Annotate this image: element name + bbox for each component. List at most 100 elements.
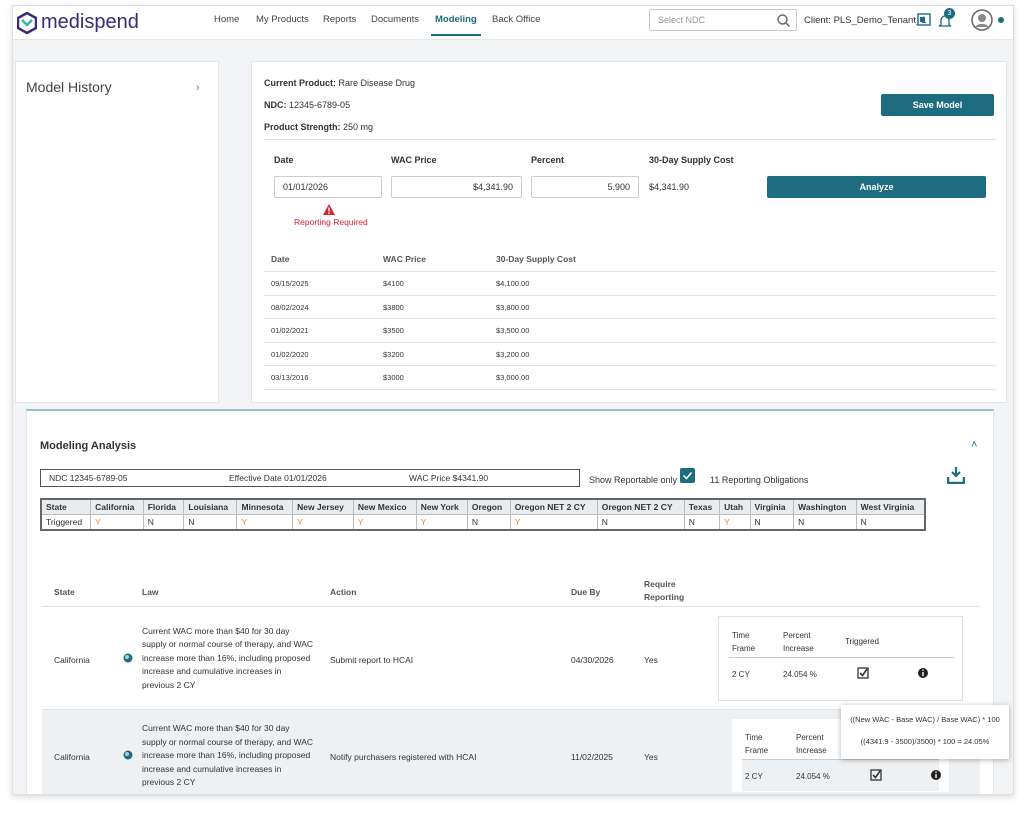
input-field[interactable]: 5.900	[531, 176, 639, 198]
input-field[interactable]: 01/01/2026	[274, 176, 382, 198]
nav-link[interactable]: Home	[214, 14, 240, 25]
state-name: New Mexico	[352, 498, 417, 515]
summary-value: $4341.90	[452, 473, 489, 483]
triggered-flag: N	[793, 514, 857, 531]
product-field: Product Strength: 250 mg	[264, 122, 373, 132]
info-globe[interactable]	[123, 653, 133, 663]
save-model-button[interactable]: Save Model	[881, 94, 994, 116]
states-table: State California Florida Louisiana Minnesota…	[40, 498, 926, 531]
input-value: 5.900	[607, 182, 630, 192]
triggered-flag: N	[183, 514, 238, 531]
law-require: Yes	[644, 752, 658, 762]
info-globe[interactable]	[123, 750, 133, 760]
navbar: medispend Select NDC Client: PLS_Demo_Te…	[13, 6, 1013, 40]
input-label: Percent	[531, 155, 565, 165]
detail-header: Time Frame	[745, 733, 769, 755]
law-state: California	[54, 752, 90, 762]
input-value: 01/01/2026	[283, 182, 329, 192]
analysis-title: Modeling Analysis	[40, 440, 137, 452]
state-name: Oregon	[466, 498, 511, 515]
triggered-flag: Y	[352, 514, 417, 531]
state-name: Texas	[683, 498, 721, 515]
history-cell: $4,100.00	[496, 279, 530, 288]
field-label: Current Product:	[264, 78, 336, 88]
history-cell: 01/02/2021	[271, 326, 309, 335]
triggered-flag: Y	[509, 514, 598, 531]
model-history-panel: Model History ›	[15, 61, 219, 403]
analyze-button[interactable]: Analyze	[767, 176, 986, 198]
input-value: $4,341.90	[472, 182, 513, 192]
input-field[interactable]: $4,341.90	[391, 176, 522, 198]
state-name: Louisiana	[183, 498, 238, 515]
app-window: medispend Select NDC Client: PLS_Demo_Te…	[12, 5, 1014, 795]
law-due: 04/30/2026	[571, 654, 614, 665]
state-name: Oregon NET 2 CY	[596, 498, 685, 515]
detail-icons[interactable]	[870, 769, 950, 781]
reportable-checkbox[interactable]	[680, 468, 695, 483]
client-icon[interactable]	[917, 13, 931, 26]
product-field: Current Product: Rare Disease Drug	[264, 78, 415, 88]
show-reportable-label: Show Reportable only	[589, 475, 678, 485]
triggered-flag: N	[466, 514, 511, 531]
law-action: Notify purchasers registered with HCAI	[330, 752, 477, 762]
state-name: New Jersey	[292, 498, 354, 515]
nav-link[interactable]: Modeling	[431, 14, 481, 36]
triggered-flag: N	[683, 514, 721, 531]
notification-count: 3	[944, 8, 955, 19]
states-triggered-row: Triggered Y N N Y Y Y Y N Y N N Y N N N	[40, 514, 926, 531]
expand-chevron[interactable]: ›	[196, 82, 200, 94]
history-cell: $3,800.00	[496, 302, 530, 312]
download-icon[interactable]	[947, 466, 965, 484]
summary-item: Effective Date 01/01/2026	[229, 473, 327, 483]
nav-link[interactable]: Reports	[323, 14, 357, 25]
model-history-title: Model History	[26, 79, 112, 95]
law-header: State	[54, 587, 75, 597]
logout-icon[interactable]	[997, 16, 1005, 24]
state-name: Virginia	[749, 498, 795, 515]
state-name: Utah	[719, 498, 751, 515]
summary-label: WAC Price	[409, 473, 451, 483]
nav-link[interactable]: My Products	[256, 14, 309, 25]
state-name: Minnesota	[236, 498, 294, 515]
field-label: Product Strength:	[264, 122, 341, 132]
collapse-chevron[interactable]: ˄	[971, 439, 978, 451]
row-label: Triggered	[40, 514, 92, 531]
law-state: California	[54, 654, 90, 665]
history-cell: 08/02/2024	[271, 302, 309, 312]
triggered-flag: N	[749, 514, 795, 531]
obligations-label: Reporting Obligations	[721, 475, 809, 485]
nav-link[interactable]: Back Office	[492, 14, 541, 25]
field-value: Rare Disease Drug	[338, 78, 416, 88]
history-header: WAC Price	[383, 254, 426, 264]
modeling-analysis-panel: Modeling Analysis ˄ NDC 12345-6789-05 Eff…	[26, 409, 994, 794]
logo: medispend	[41, 11, 139, 33]
states-header: State	[40, 498, 92, 515]
law-due: 11/02/2025	[571, 752, 613, 762]
field-value: 12345-6789-05	[289, 100, 351, 110]
obligations: 11 Reporting Obligations	[710, 475, 808, 485]
avatar[interactable]	[971, 9, 993, 31]
law-header: Due By	[571, 587, 601, 597]
field-value: 250 mg	[343, 122, 374, 132]
product-panel: Save Model Analyze Reporting Required Cu…	[251, 61, 1007, 403]
detail-icons[interactable]	[857, 667, 937, 679]
input-label: Date	[274, 155, 294, 165]
tooltip-line: ((4341.9 - 3500)/3500) * 100 = 24.05%	[860, 737, 990, 746]
search-box[interactable]: Select NDC	[649, 9, 797, 31]
law-text: Current WAC more than $40 for 30 day sup…	[142, 723, 314, 787]
history-cell: 03/13/2016	[271, 373, 309, 382]
input-label: WAC Price	[391, 155, 437, 165]
summary-label: NDC	[49, 473, 68, 483]
triggered-flag: Y	[719, 514, 751, 531]
row-divider	[264, 294, 996, 296]
field-label: NDC:	[264, 100, 287, 110]
history-header: 30-Day Supply Cost	[496, 254, 576, 264]
detail-divider	[742, 759, 939, 791]
triggered-flag: Y	[292, 514, 354, 531]
triggered-flag: N	[142, 514, 185, 531]
nav-link[interactable]: Documents	[371, 14, 420, 25]
law-row: California Current WAC more than $40 for …	[42, 709, 980, 794]
product-field: NDC: 12345-6789-05	[264, 100, 350, 110]
history-cell: $3800	[383, 302, 404, 312]
